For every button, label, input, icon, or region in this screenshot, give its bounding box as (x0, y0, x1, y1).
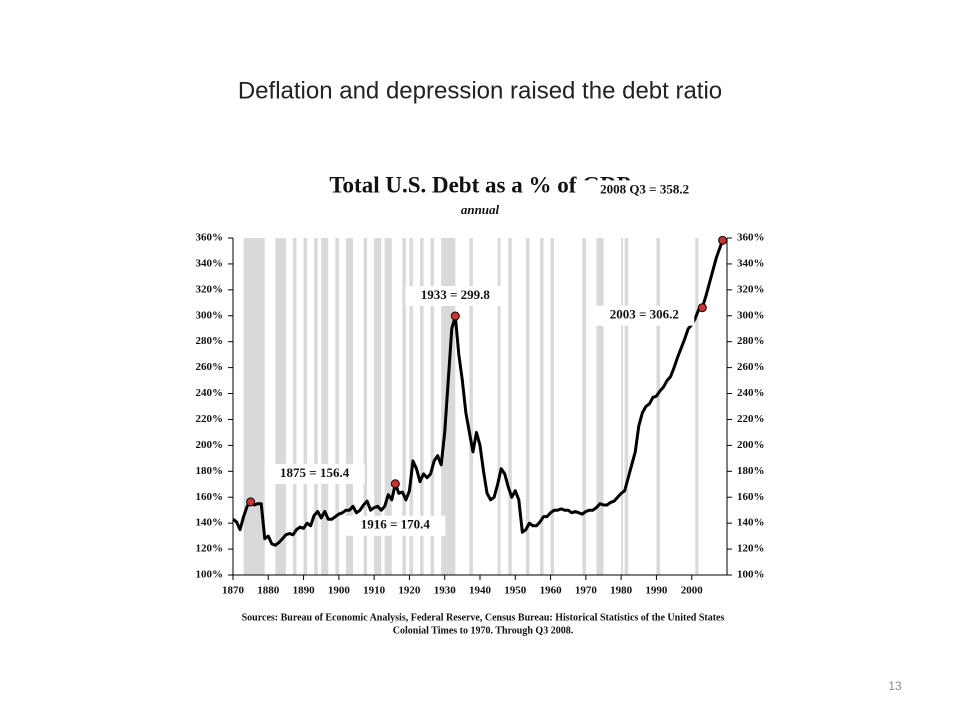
shaded-period (243, 238, 265, 575)
y-tick-label: 260% (196, 361, 224, 373)
shaded-period (525, 238, 530, 575)
y2-tick-label: 320% (737, 283, 765, 295)
annotation-marker (390, 479, 400, 489)
x-tick-label: 1980 (610, 585, 633, 597)
y2-tick-label: 240% (737, 387, 765, 399)
y2-tick-label: 340% (737, 257, 765, 269)
y2-tick-label: 260% (737, 361, 765, 373)
annotation-marker (450, 311, 460, 321)
y-tick-label: 360% (196, 232, 224, 244)
annotation-label: 2003 = 306.2 (610, 307, 679, 322)
shaded-period (335, 238, 339, 575)
annotation-marker (697, 303, 707, 313)
shaded-period (363, 238, 368, 575)
annotation-marker (246, 497, 256, 507)
x-tick-label: 1970 (575, 585, 598, 597)
shaded-period (402, 238, 406, 575)
shaded-period (303, 238, 308, 575)
annotation-label: 1916 = 170.4 (361, 517, 431, 532)
y-tick-label: 280% (196, 335, 224, 347)
y-tick-label: 220% (196, 413, 224, 425)
data-line (232, 239, 724, 547)
x-tick-label: 1890 (293, 585, 316, 597)
annotation-box (264, 463, 365, 484)
annotation-label: 2008 Q3 = 358.2 (600, 181, 689, 196)
shaded-period (582, 238, 586, 575)
y-tick-label: 140% (196, 517, 224, 529)
y-tick-label: 320% (196, 283, 224, 295)
annotation-label: 1933 = 299.8 (421, 287, 491, 302)
annotation-marker (718, 235, 728, 245)
y-tick-label: 160% (196, 491, 224, 503)
shaded-period (409, 238, 413, 575)
shaded-period (292, 238, 297, 575)
x-tick-label: 1880 (257, 585, 280, 597)
y2-tick-label: 180% (737, 465, 765, 477)
chart-subtitle: annual (461, 202, 500, 217)
shaded-period (314, 238, 318, 575)
y-tick-label: 240% (196, 387, 224, 399)
y2-tick-label: 300% (737, 309, 765, 321)
annotation-box (582, 180, 707, 201)
y-tick-label: 180% (196, 465, 224, 477)
shaded-period (321, 238, 329, 575)
y-tick-label: 200% (196, 439, 224, 451)
y2-tick-label: 120% (737, 543, 765, 555)
x-tick-label: 1990 (645, 585, 668, 597)
x-tick-label: 2000 (681, 585, 704, 597)
x-tick-label: 1950 (504, 585, 527, 597)
y2-tick-label: 360% (737, 232, 765, 244)
x-tick-label: 1870 (222, 585, 245, 597)
shaded-period (596, 238, 604, 575)
x-tick-label: 1930 (434, 585, 457, 597)
shaded-period (345, 238, 353, 575)
annotation-box (594, 305, 695, 326)
y2-tick-label: 160% (737, 491, 765, 503)
annotation-box (345, 515, 446, 536)
x-tick-label: 1920 (398, 585, 421, 597)
y2-tick-label: 140% (737, 517, 765, 529)
shaded-period (420, 238, 424, 575)
y-tick-label: 120% (196, 543, 224, 555)
slide-title: Deflation and depression raised the debt… (238, 77, 722, 104)
shaded-period (384, 238, 392, 575)
y2-tick-label: 200% (737, 439, 765, 451)
shaded-period (550, 238, 555, 575)
shaded-period (656, 238, 660, 575)
shaded-period (621, 238, 623, 575)
page-number: 13 (888, 679, 902, 693)
y-tick-label: 300% (196, 309, 224, 321)
shaded-period (441, 238, 456, 575)
shaded-period (508, 238, 512, 575)
chart-title: Total U.S. Debt as a % of GDP (329, 172, 630, 197)
y2-tick-label: 100% (737, 569, 765, 581)
sources: Colonial Times to 1970. Through Q3 2008. (393, 625, 574, 636)
shaded-period (430, 238, 435, 575)
annotation-label: 1875 = 156.4 (280, 465, 350, 480)
y-tick-label: 100% (196, 569, 224, 581)
shaded-period (374, 238, 382, 575)
y2-tick-label: 220% (737, 413, 765, 425)
shaded-period (497, 238, 501, 575)
shaded-period (695, 238, 699, 575)
x-tick-label: 1910 (363, 585, 386, 597)
y-tick-label: 340% (196, 257, 224, 269)
x-tick-label: 1940 (469, 585, 492, 597)
x-tick-label: 1900 (328, 585, 351, 597)
shaded-period (275, 238, 286, 575)
y2-tick-label: 280% (737, 335, 765, 347)
shaded-period (539, 238, 544, 575)
sources: Sources: Bureau of Economic Analysis, Fe… (242, 612, 725, 623)
x-tick-label: 1960 (540, 585, 563, 597)
shaded-period (624, 238, 629, 575)
annotation-box (405, 286, 506, 307)
shaded-period (469, 238, 473, 575)
